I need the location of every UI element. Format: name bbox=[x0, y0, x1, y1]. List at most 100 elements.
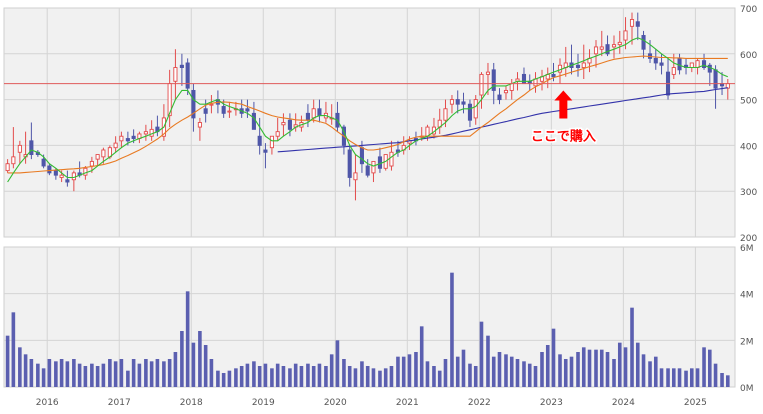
volume-bar bbox=[707, 349, 712, 387]
candle-body bbox=[503, 89, 509, 94]
volume-y-tick: 2M bbox=[740, 337, 754, 347]
volume-y-tick: 6M bbox=[740, 244, 754, 254]
volume-bar bbox=[54, 361, 58, 387]
candle-body bbox=[287, 119, 292, 130]
volume-bar bbox=[612, 359, 616, 387]
volume-bar bbox=[617, 342, 622, 387]
volume-bar bbox=[209, 359, 214, 387]
volume-bar bbox=[41, 368, 46, 387]
volume-bar bbox=[317, 363, 322, 387]
volume-bar bbox=[713, 363, 718, 387]
candle-body bbox=[185, 62, 190, 89]
candle-body bbox=[467, 103, 473, 121]
x-tick: 2018 bbox=[180, 398, 203, 408]
candle-body bbox=[101, 149, 106, 158]
volume-bar bbox=[450, 272, 454, 387]
candle-body bbox=[71, 172, 76, 181]
volume-bar bbox=[486, 335, 490, 387]
volume-bar bbox=[389, 366, 394, 387]
candle-body bbox=[353, 172, 358, 181]
volume-bar bbox=[257, 366, 262, 387]
candle-body bbox=[707, 64, 712, 73]
volume-bar bbox=[155, 359, 160, 387]
candle-body bbox=[83, 167, 88, 176]
volume-bar bbox=[522, 361, 526, 387]
volume-bar bbox=[473, 366, 478, 387]
volume-bar bbox=[288, 368, 292, 387]
candle-body bbox=[41, 158, 46, 167]
candle-body bbox=[629, 19, 635, 27]
candle-body bbox=[257, 135, 262, 146]
candle-body bbox=[65, 179, 70, 183]
volume-bar bbox=[108, 359, 112, 387]
volume-bar bbox=[504, 354, 508, 387]
candle-body bbox=[659, 62, 664, 66]
candle-body bbox=[59, 174, 64, 178]
grid-layer bbox=[4, 8, 735, 387]
candle-body bbox=[245, 108, 250, 112]
volume-bar bbox=[630, 307, 634, 387]
volume-bar bbox=[137, 363, 142, 387]
volume-bar bbox=[594, 349, 598, 387]
volume-bar bbox=[144, 359, 148, 387]
candle-body bbox=[221, 106, 226, 114]
volume-bar bbox=[437, 370, 442, 387]
volume-bar bbox=[648, 361, 652, 387]
price-y-tick: 300 bbox=[740, 188, 757, 198]
candle-body bbox=[581, 62, 586, 68]
volume-bar bbox=[581, 347, 586, 387]
volume-bar bbox=[18, 347, 22, 387]
volume-bar bbox=[599, 349, 604, 387]
volume-bar bbox=[119, 359, 124, 387]
volume-bar bbox=[335, 340, 340, 387]
volume-bar bbox=[497, 352, 502, 387]
candle-body bbox=[485, 71, 491, 75]
volume-bar bbox=[540, 352, 544, 387]
volume-bar bbox=[365, 366, 370, 387]
volume-bar bbox=[684, 370, 688, 387]
volume-bar bbox=[569, 356, 574, 387]
volume-bar bbox=[270, 368, 274, 387]
volume-bar bbox=[203, 345, 208, 387]
volume-bar bbox=[545, 345, 550, 387]
volume-bar bbox=[221, 373, 226, 387]
volume-bar bbox=[299, 366, 304, 387]
candle-body bbox=[521, 73, 527, 85]
volume-bar bbox=[347, 366, 352, 387]
candle-body bbox=[95, 154, 100, 160]
volume-bar bbox=[425, 361, 430, 387]
volume-y-tick: 4M bbox=[740, 291, 754, 301]
volume-bar bbox=[515, 359, 520, 387]
volume-bar bbox=[95, 366, 100, 387]
candle-body bbox=[251, 112, 256, 130]
candle-body bbox=[491, 69, 496, 91]
candle-body bbox=[263, 149, 268, 153]
volume-bar bbox=[371, 368, 376, 387]
purchase-annotation-label: ここで購入 bbox=[531, 128, 596, 144]
candle-body bbox=[443, 108, 448, 121]
volume-bar bbox=[491, 356, 496, 387]
volume-layer bbox=[5, 272, 730, 387]
volume-bar bbox=[59, 359, 64, 387]
price-y-tick: 500 bbox=[740, 97, 757, 107]
volume-bar bbox=[342, 359, 346, 387]
candle-body bbox=[617, 41, 622, 46]
volume-bar bbox=[396, 356, 400, 387]
volume-bar bbox=[293, 363, 298, 387]
candle-body bbox=[203, 108, 208, 114]
candle-body bbox=[125, 138, 130, 142]
candle-body bbox=[227, 110, 232, 113]
candle-body bbox=[269, 135, 274, 149]
volume-bar bbox=[659, 368, 664, 387]
candle-body bbox=[641, 35, 646, 50]
volume-bar bbox=[90, 363, 94, 387]
volume-bar bbox=[419, 326, 424, 387]
candle-body bbox=[197, 122, 202, 128]
volume-bar bbox=[551, 328, 556, 387]
volume-bar bbox=[23, 354, 28, 387]
volume-bar bbox=[414, 352, 418, 387]
volume-bar bbox=[162, 361, 166, 387]
volume-bar bbox=[126, 370, 130, 387]
candle-body bbox=[677, 57, 682, 71]
